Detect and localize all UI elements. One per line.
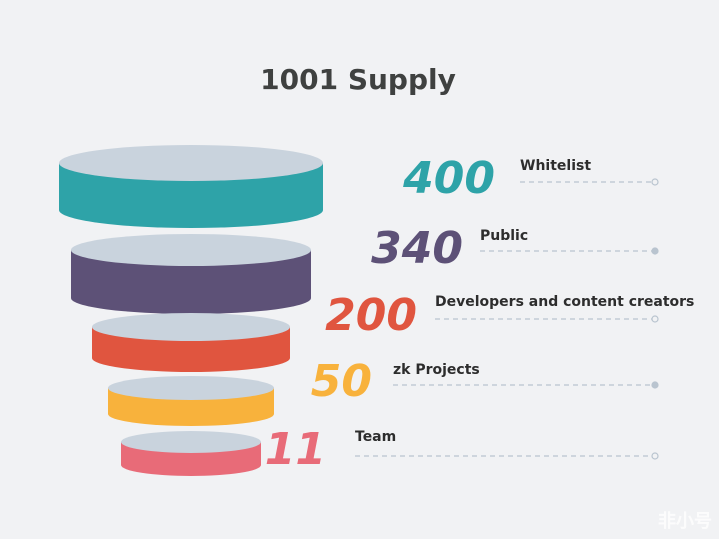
- disc-top: [108, 376, 274, 400]
- value-label: 11: [265, 424, 326, 475]
- funnel-disc: [71, 250, 311, 314]
- category-label: Public: [480, 228, 528, 244]
- category-label: Whitelist: [520, 158, 591, 174]
- leader-dot: [651, 247, 659, 255]
- leader-dot: [651, 381, 659, 389]
- disc-top: [92, 313, 290, 341]
- category-label: zk Projects: [393, 362, 480, 378]
- disc-top: [71, 234, 311, 266]
- leader-dot: [651, 452, 659, 460]
- category-label: Developers and content creators: [435, 294, 694, 310]
- leader-dot: [651, 315, 659, 323]
- leader-dot: [651, 178, 659, 186]
- value-label: 50: [311, 356, 372, 407]
- category-label: Team: [355, 429, 396, 445]
- funnel-disc: [59, 163, 323, 228]
- chart-title: 1001 Supply: [260, 63, 456, 96]
- value-label: 400: [402, 153, 495, 204]
- disc-top: [59, 145, 323, 181]
- watermark: 非小号: [658, 510, 712, 532]
- value-label: 340: [371, 223, 463, 274]
- value-label: 200: [325, 290, 417, 341]
- disc-top: [121, 431, 261, 453]
